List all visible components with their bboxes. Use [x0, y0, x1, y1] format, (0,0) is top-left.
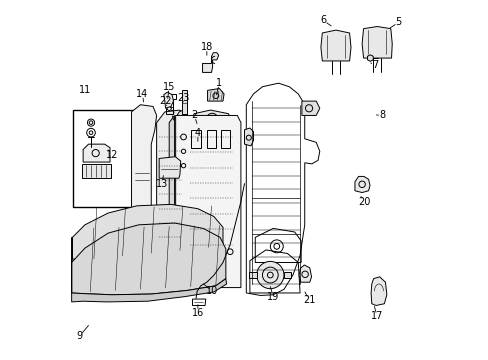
- Polygon shape: [186, 110, 236, 255]
- Polygon shape: [131, 105, 156, 237]
- Polygon shape: [83, 144, 110, 162]
- Text: 6: 6: [320, 15, 326, 26]
- Polygon shape: [207, 89, 224, 101]
- Text: 5: 5: [395, 17, 401, 27]
- Text: 19: 19: [266, 292, 279, 302]
- Polygon shape: [72, 223, 225, 295]
- Polygon shape: [244, 128, 253, 146]
- Polygon shape: [248, 272, 256, 278]
- Polygon shape: [156, 110, 187, 248]
- Text: 16: 16: [191, 308, 203, 318]
- Polygon shape: [301, 101, 319, 116]
- Polygon shape: [367, 55, 372, 61]
- Text: 21: 21: [302, 295, 315, 305]
- Polygon shape: [362, 27, 391, 58]
- Polygon shape: [169, 116, 174, 277]
- Text: 9: 9: [76, 331, 82, 341]
- Text: 13: 13: [156, 179, 168, 189]
- Polygon shape: [354, 176, 369, 193]
- Text: 11: 11: [79, 85, 91, 95]
- Text: 20: 20: [358, 197, 370, 207]
- Text: 15: 15: [163, 82, 175, 92]
- Polygon shape: [370, 277, 386, 306]
- Text: 22: 22: [159, 96, 171, 106]
- Text: 7: 7: [371, 60, 378, 70]
- Polygon shape: [172, 108, 187, 288]
- Text: 18: 18: [200, 42, 213, 52]
- Polygon shape: [284, 272, 290, 278]
- Circle shape: [206, 113, 218, 125]
- Polygon shape: [320, 30, 350, 61]
- Polygon shape: [175, 116, 241, 288]
- Text: 12: 12: [105, 150, 118, 160]
- Polygon shape: [182, 90, 186, 114]
- Polygon shape: [202, 53, 218, 72]
- Polygon shape: [82, 164, 111, 178]
- Text: 14: 14: [136, 89, 148, 99]
- Text: 1: 1: [216, 78, 222, 88]
- Text: 4: 4: [194, 129, 201, 138]
- Text: 3: 3: [167, 107, 174, 117]
- Bar: [73, 110, 133, 207]
- Text: 23: 23: [177, 93, 189, 103]
- Text: 10: 10: [205, 286, 218, 296]
- Text: 2: 2: [191, 111, 197, 121]
- Text: 8: 8: [379, 111, 385, 121]
- Polygon shape: [72, 204, 223, 263]
- Polygon shape: [298, 265, 311, 282]
- Text: 17: 17: [370, 311, 383, 321]
- Polygon shape: [135, 216, 151, 237]
- Polygon shape: [72, 279, 226, 302]
- Circle shape: [256, 261, 284, 289]
- Polygon shape: [159, 157, 180, 178]
- Polygon shape: [163, 92, 173, 108]
